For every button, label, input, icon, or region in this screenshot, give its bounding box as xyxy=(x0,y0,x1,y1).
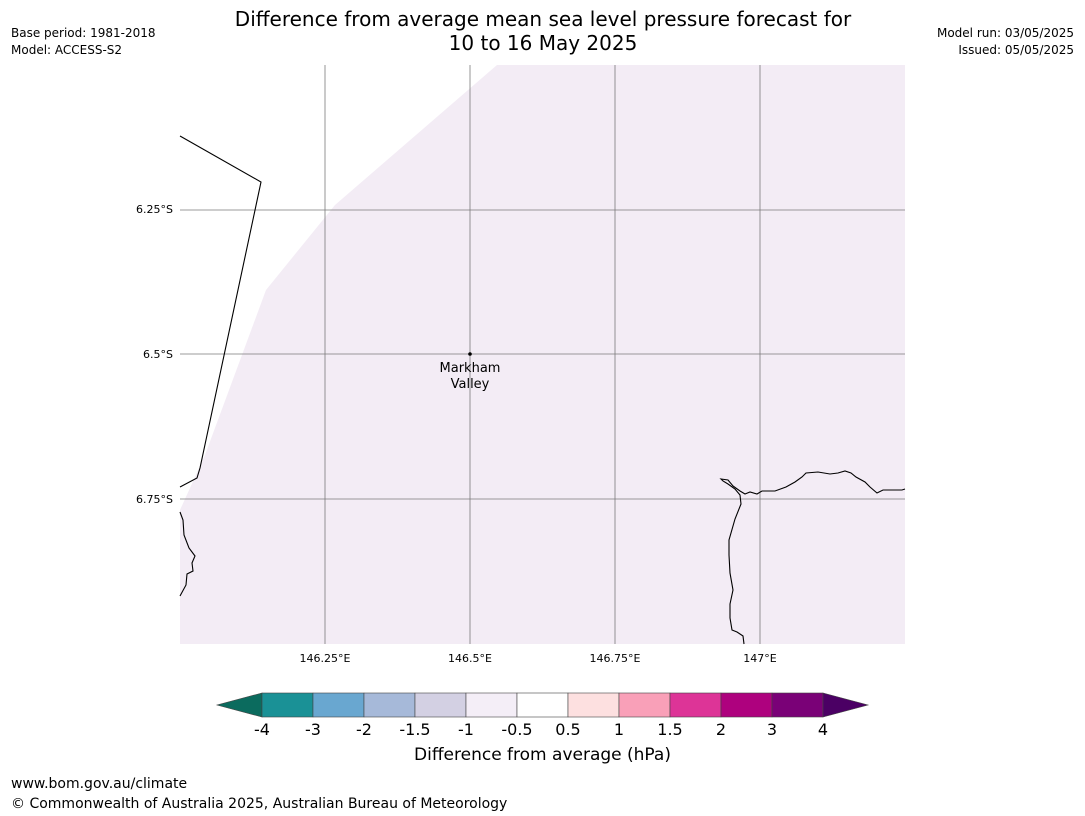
colorbar-label: Difference from average (hPa) xyxy=(414,745,671,765)
website-link[interactable]: www.bom.gov.au/climate xyxy=(11,776,188,792)
colorbar-box xyxy=(363,692,416,718)
meta-right: Model run: 03/05/2025 Issued: 05/05/2025 xyxy=(937,25,1074,59)
colorbar-box xyxy=(567,692,620,718)
model-name: Model: ACCESS-S2 xyxy=(11,43,123,57)
colorbar-tick-label: -1 xyxy=(458,720,474,739)
coastline-huon-gulf xyxy=(719,470,906,645)
lon-label-146-25: 146.25°E xyxy=(300,652,351,665)
colorbar-arrow-high xyxy=(822,692,870,718)
colorbar-tick-label: -2 xyxy=(356,720,372,739)
footer: www.bom.gov.au/climate © Commonwealth of… xyxy=(11,774,507,814)
issued-date: Issued: 05/05/2025 xyxy=(958,43,1074,57)
colorbar-tick-label: -1.5 xyxy=(399,720,431,739)
colorbar-box xyxy=(669,692,722,718)
colorbar-tick-label: -4 xyxy=(254,720,270,739)
graticule xyxy=(180,65,905,644)
colorbar-box xyxy=(312,692,365,718)
colorbar-box xyxy=(465,692,518,718)
lon-label-146-5: 146.5°E xyxy=(448,652,492,665)
meta-left: Base period: 1981-2018 Model: ACCESS-S2 xyxy=(11,25,156,59)
lat-label-6-5: 6.5°S xyxy=(143,348,173,361)
coastline xyxy=(179,135,906,645)
colorbar-boxes xyxy=(215,692,870,718)
model-run: Model run: 03/05/2025 xyxy=(936,26,1074,40)
colorbar-tick-label: 1 xyxy=(613,720,625,739)
title-line-1: Difference from average mean sea level p… xyxy=(234,7,852,31)
place-label-line-1: Markham xyxy=(440,361,501,376)
colorbar-tick-label: 2 xyxy=(715,720,727,739)
colorbar-box xyxy=(516,692,569,718)
map: Markham Valley 6.25°S 6.5°S 6.75°S 146.2… xyxy=(136,65,906,665)
lon-label-147: 147°E xyxy=(743,652,776,665)
base-period: Base period: 1981-2018 xyxy=(11,26,156,40)
map-title: Difference from average mean sea level p… xyxy=(200,7,886,55)
colorbar-box xyxy=(261,692,314,718)
colorbar-box xyxy=(414,692,467,718)
colorbar-tick-label: -0.5 xyxy=(501,720,533,739)
copyright: © Commonwealth of Australia 2025, Austra… xyxy=(11,796,508,812)
lat-label-6-25: 6.25°S xyxy=(136,203,173,216)
lon-label-146-75: 146.75°E xyxy=(590,652,641,665)
coastline-west-boundary xyxy=(179,135,262,488)
lat-label-6-75: 6.75°S xyxy=(136,493,173,506)
colorbar-arrow-low xyxy=(215,692,263,718)
colorbar-tick-label: 1.5 xyxy=(657,720,683,739)
colorbar-tick-label: 4 xyxy=(817,720,829,739)
colorbar-box xyxy=(720,692,773,718)
markham-valley-marker xyxy=(468,352,472,356)
title-line-2: 10 to 16 May 2025 xyxy=(448,31,638,55)
colorbar-tick-label: -3 xyxy=(305,720,321,739)
colorbar-box xyxy=(771,692,824,718)
coastline-southwest xyxy=(179,511,196,597)
colorbar-tick-label: 0.5 xyxy=(555,720,581,739)
colorbar-tick-label: 3 xyxy=(766,720,778,739)
place-label-line-2: Valley xyxy=(451,377,490,392)
colorbar-box xyxy=(618,692,671,718)
